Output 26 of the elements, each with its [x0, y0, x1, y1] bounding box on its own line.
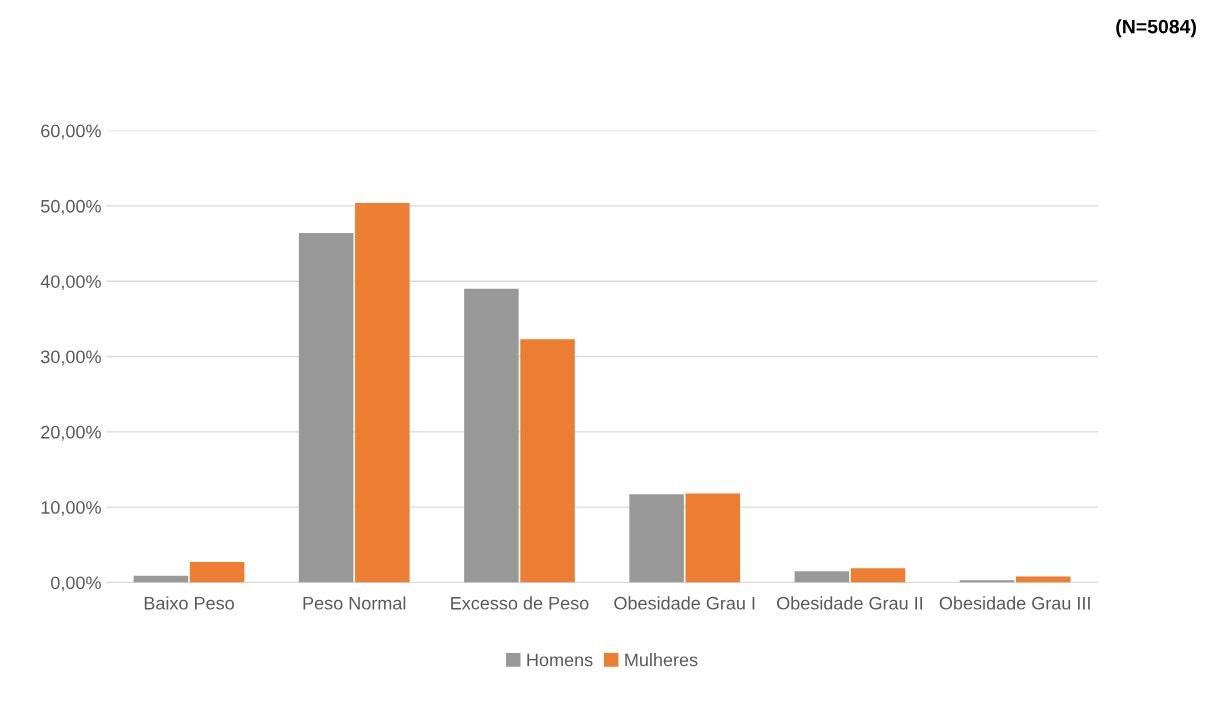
- y-tick-label: 40,00%: [40, 275, 101, 291]
- y-tick-label: 50,00%: [41, 199, 101, 215]
- bar: [685, 493, 741, 583]
- x-tick-label: Obesidade Grau I: [614, 596, 755, 610]
- y-tick-label: 0,00%: [51, 576, 101, 592]
- x-tick-label: Obesidade Grau II: [777, 596, 923, 610]
- bar: [298, 233, 354, 583]
- legend-label: Mulheres: [625, 653, 698, 667]
- legend-label: Homens: [527, 653, 593, 667]
- x-tick-label: Peso Normal: [303, 596, 406, 610]
- x-tick-label: Obesidade Grau III: [939, 596, 1090, 610]
- bar: [520, 339, 575, 583]
- y-tick-label: 60,00%: [41, 124, 101, 140]
- bar: [850, 568, 906, 583]
- y-tick-label: 20,00%: [41, 425, 101, 441]
- y-tick-label: 10,00%: [41, 501, 101, 516]
- bar: [355, 202, 410, 583]
- x-tick-label: Baixo Peso: [144, 596, 234, 610]
- y-tick-label: 30,00%: [40, 350, 101, 366]
- bar: [794, 571, 850, 583]
- text: (N=5084): [1116, 19, 1196, 38]
- bar: [629, 494, 684, 583]
- bar: [1015, 576, 1071, 583]
- x-tick-label: Excesso de Peso: [451, 596, 589, 610]
- bar: [189, 562, 245, 583]
- bar: [464, 288, 519, 583]
